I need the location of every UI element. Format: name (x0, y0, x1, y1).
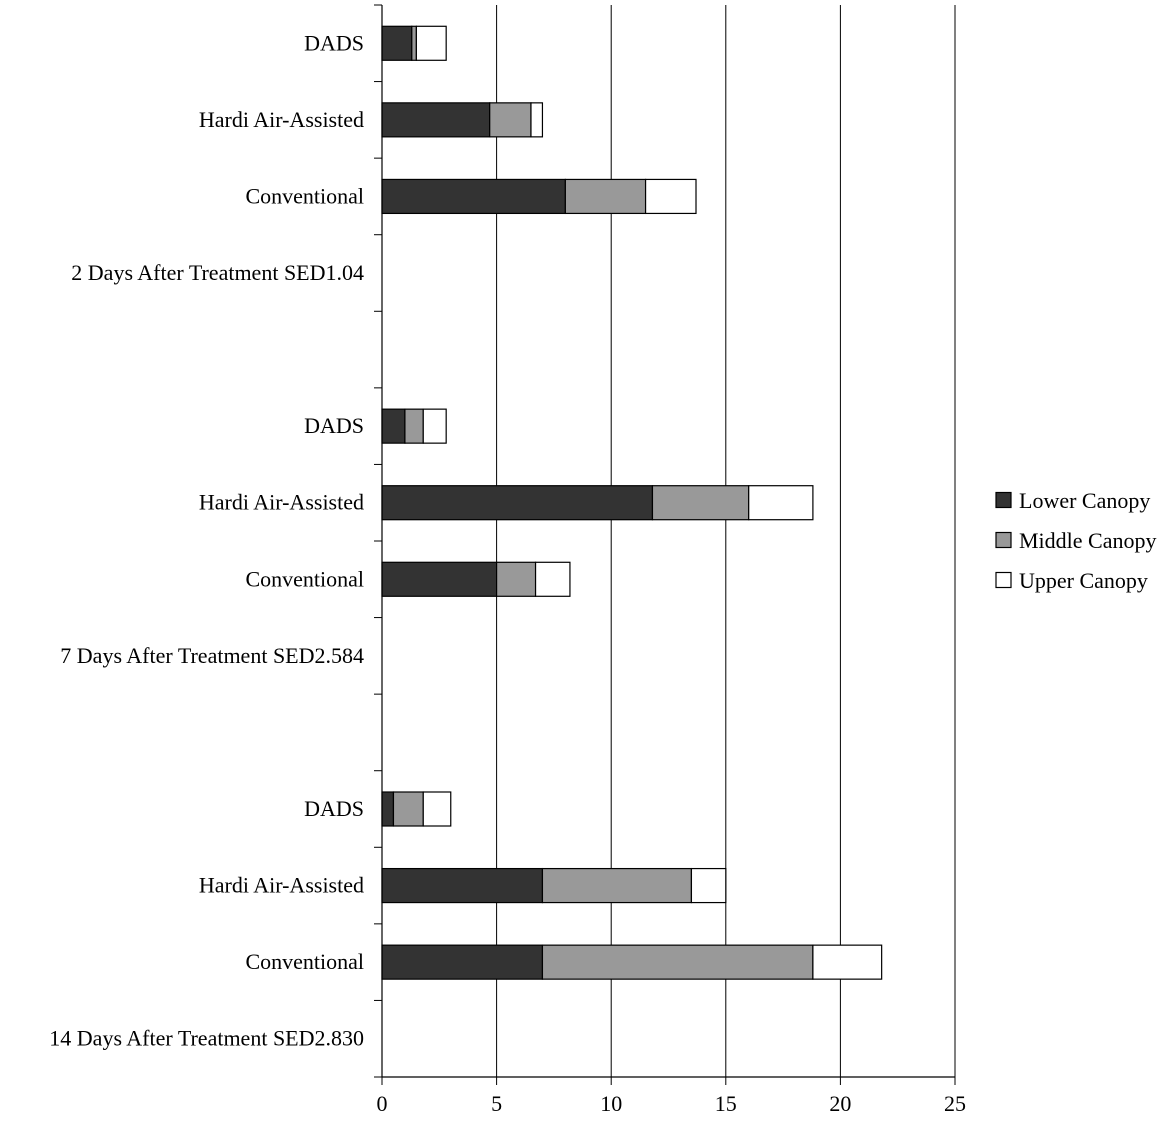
category-label: Hardi Air-Assisted (199, 107, 364, 132)
x-tick-labels: 0 5 10 15 20 25 (377, 1091, 967, 1116)
category-label: Hardi Air-Assisted (199, 490, 364, 515)
gridlines (496, 5, 956, 1077)
bar-segment-middle-canopy (496, 561, 537, 597)
bar-segment-lower-canopy (381, 561, 498, 597)
category-label: Conventional (245, 183, 364, 208)
category-label: Conventional (245, 949, 364, 974)
bar-segment-upper-canopy (422, 408, 447, 444)
x-tick-label: 5 (491, 1091, 502, 1116)
category-label: 7 Days After Treatment SED2.584 (60, 643, 364, 668)
bar-segment-lower-canopy (381, 791, 395, 827)
category-label: Hardi Air-Assisted (199, 873, 364, 898)
legend-label: Upper Canopy (1019, 568, 1148, 593)
bar-segment-upper-canopy (690, 867, 727, 904)
bar-segment-lower-canopy (381, 25, 413, 61)
bar-segment-upper-canopy (415, 25, 447, 61)
category-label: DADS (304, 30, 364, 55)
category-label: DADS (304, 796, 364, 821)
bar-segment-middle-canopy (651, 485, 750, 521)
legend: Lower Canopy Middle Canopy Upper Canopy (995, 488, 1157, 593)
bar-segment-lower-canopy (381, 408, 406, 444)
legend-swatch (995, 491, 1012, 509)
bar-segment-lower-canopy (381, 485, 654, 521)
category-label: 2 Days After Treatment SED1.04 (71, 260, 364, 285)
bar-segment-upper-canopy (748, 485, 814, 521)
bar-segment-lower-canopy (381, 944, 544, 980)
bar-segment-middle-canopy (541, 944, 814, 980)
bar-segment-upper-canopy (644, 178, 697, 215)
bars (381, 25, 883, 980)
x-tick-label: 10 (600, 1091, 622, 1116)
bar-segment-lower-canopy (381, 178, 566, 215)
x-tick-label: 0 (377, 1091, 388, 1116)
bar-segment-middle-canopy (392, 791, 424, 827)
category-labels: DADS Hardi Air-Assisted Conventional 2 Days… (49, 30, 364, 1050)
bar-segment-lower-canopy (381, 102, 491, 138)
category-label: 14 Days After Treatment SED2.830 (49, 1026, 364, 1051)
legend-label: Middle Canopy (1019, 528, 1157, 553)
bar-segment-lower-canopy (381, 867, 544, 904)
bar-segment-upper-canopy (534, 561, 571, 597)
legend-label: Lower Canopy (1019, 488, 1150, 513)
bar-segment-middle-canopy (404, 408, 424, 444)
x-tick-label: 20 (829, 1091, 851, 1116)
axes (374, 4, 956, 1085)
bar-segment-middle-canopy (541, 867, 693, 904)
bar-segment-middle-canopy (411, 25, 417, 61)
bar-segment-middle-canopy (564, 178, 647, 215)
category-label: DADS (304, 413, 364, 438)
legend-swatch (995, 571, 1012, 589)
bar-segment-upper-canopy (422, 791, 452, 827)
bar-segment-middle-canopy (489, 102, 532, 138)
category-label: Conventional (245, 566, 364, 591)
bar-segment-upper-canopy (530, 102, 544, 138)
bar-segment-upper-canopy (812, 944, 883, 980)
legend-swatch (995, 531, 1012, 549)
x-tick-label: 25 (944, 1091, 966, 1116)
x-tick-label: 15 (715, 1091, 737, 1116)
